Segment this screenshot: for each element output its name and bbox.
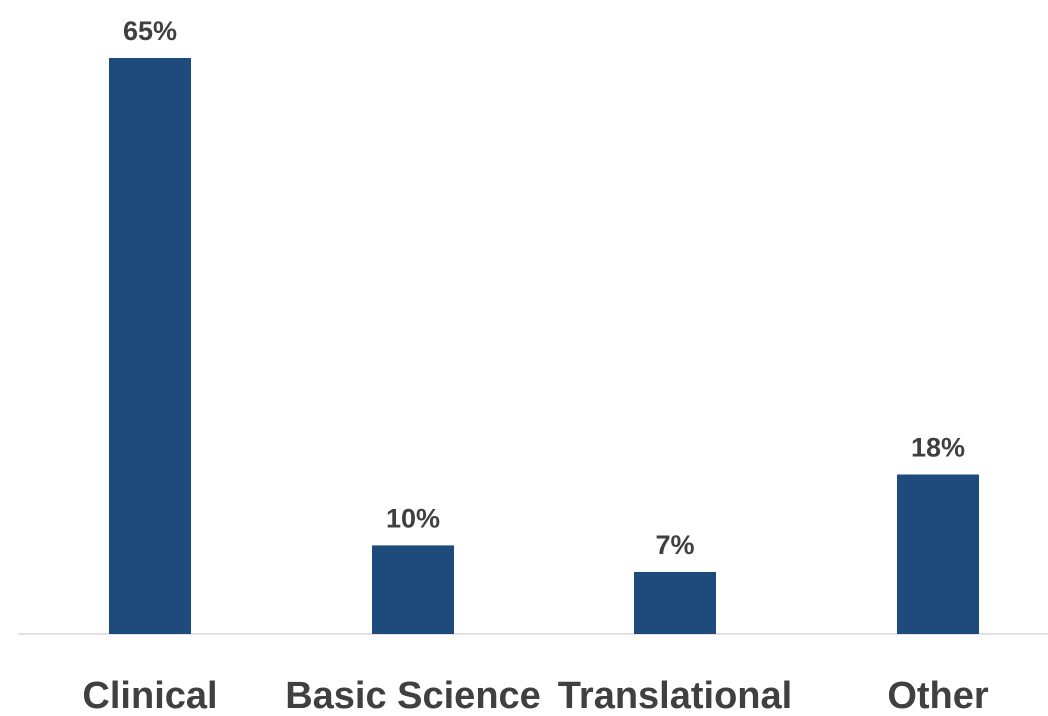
bar-translational (634, 571, 716, 634)
data-label-basic-science: 10% (386, 503, 440, 533)
category-label-other: Other (887, 675, 989, 716)
category-label-basic-science: Basic Science (285, 675, 541, 716)
bar-clinical (109, 58, 191, 634)
category-label-clinical: Clinical (82, 675, 217, 716)
data-label-translational: 7% (655, 530, 694, 560)
data-label-clinical: 65% (123, 16, 177, 46)
data-label-other: 18% (911, 432, 965, 462)
bars-group (109, 58, 979, 634)
value-labels-group: 65% 10% 7% 18% (123, 16, 965, 560)
category-label-translational: Translational (558, 675, 792, 716)
bar-other (897, 474, 979, 634)
bar-basic-science (372, 545, 454, 634)
category-labels-group: Clinical Basic Science Translational Other (82, 675, 988, 716)
